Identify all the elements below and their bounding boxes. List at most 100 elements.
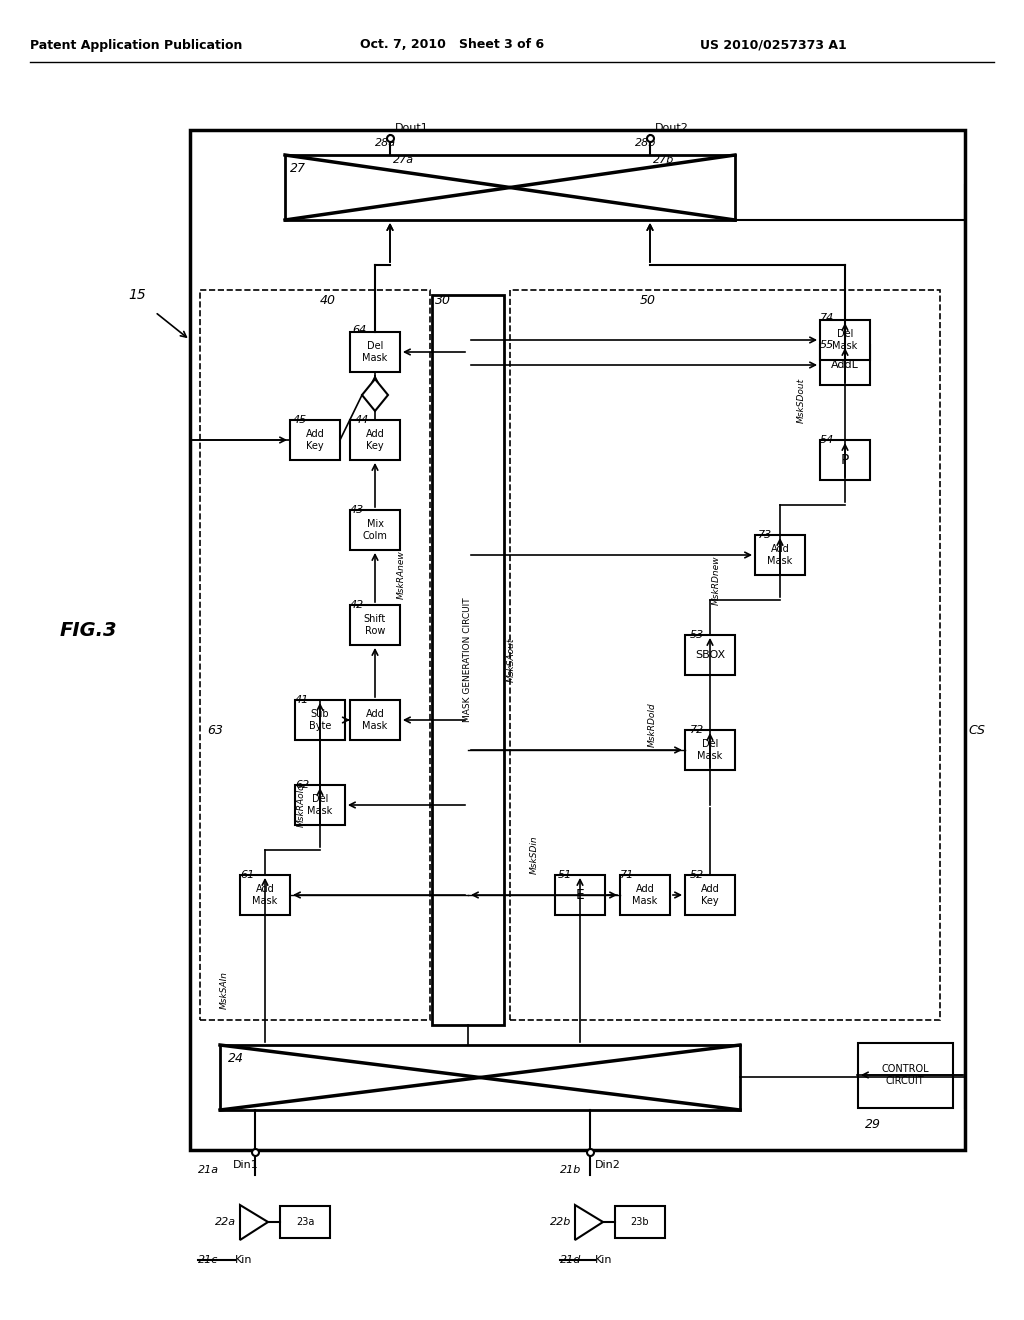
Text: 50: 50 <box>640 293 656 306</box>
Bar <box>820 440 870 480</box>
Text: 64: 64 <box>352 325 367 335</box>
Text: Del
Mask: Del Mask <box>307 795 333 816</box>
Text: Din1: Din1 <box>233 1160 259 1170</box>
Text: Del
Mask: Del Mask <box>833 329 858 351</box>
Text: 51: 51 <box>558 870 572 880</box>
Bar <box>295 785 345 825</box>
Bar <box>350 510 400 550</box>
Text: 30: 30 <box>435 293 451 306</box>
Text: 23a: 23a <box>296 1217 314 1228</box>
Bar <box>295 700 345 741</box>
Bar <box>350 420 400 459</box>
Text: MskRAold: MskRAold <box>297 783 306 826</box>
Bar <box>280 1206 330 1238</box>
Text: 21b: 21b <box>560 1166 582 1175</box>
Text: 21a: 21a <box>198 1166 219 1175</box>
Text: 72: 72 <box>690 725 705 735</box>
Bar <box>350 700 400 741</box>
Text: 23b: 23b <box>631 1217 649 1228</box>
Text: 22b: 22b <box>550 1217 571 1228</box>
Text: 54: 54 <box>820 436 835 445</box>
Text: P: P <box>841 453 849 467</box>
Text: 27a: 27a <box>393 154 414 165</box>
Text: Oct. 7, 2010   Sheet 3 of 6: Oct. 7, 2010 Sheet 3 of 6 <box>360 38 544 51</box>
Bar <box>685 730 735 770</box>
Text: 73: 73 <box>758 531 772 540</box>
Text: 55: 55 <box>820 341 835 350</box>
Text: MskSAIn: MskSAIn <box>220 972 229 1008</box>
Text: 15: 15 <box>128 288 145 302</box>
Bar <box>350 333 400 372</box>
Text: Dout1: Dout1 <box>395 123 429 133</box>
Text: 29: 29 <box>865 1118 881 1131</box>
Text: 27: 27 <box>290 161 306 174</box>
Text: Kin: Kin <box>234 1255 253 1265</box>
Text: Add
Mask: Add Mask <box>252 884 278 906</box>
Text: Del
Mask: Del Mask <box>697 739 723 760</box>
Text: 43: 43 <box>350 506 365 515</box>
Text: 45: 45 <box>293 414 307 425</box>
Text: Mix
Colm: Mix Colm <box>362 519 387 541</box>
Bar <box>285 154 735 220</box>
Text: Add
Key: Add Key <box>305 429 325 451</box>
Text: MskSAout: MskSAout <box>507 638 516 682</box>
Bar <box>685 635 735 675</box>
Text: MskRDold: MskRDold <box>648 702 657 747</box>
Text: 42: 42 <box>350 601 365 610</box>
Text: MASK GENERATION CIRCUIT: MASK GENERATION CIRCUIT <box>464 598 472 722</box>
Bar <box>220 1045 740 1110</box>
Text: Sub
Byte: Sub Byte <box>309 709 331 731</box>
Text: Shift
Row: Shift Row <box>364 614 386 636</box>
Text: 62: 62 <box>295 780 309 789</box>
Bar <box>350 605 400 645</box>
Polygon shape <box>362 379 388 411</box>
Text: 40: 40 <box>319 293 336 306</box>
Text: E: E <box>575 888 585 902</box>
Text: 61: 61 <box>240 870 254 880</box>
Text: 24: 24 <box>228 1052 244 1064</box>
Text: Add
Mask: Add Mask <box>767 544 793 566</box>
Text: FIG.3: FIG.3 <box>60 620 118 639</box>
Text: SBOX: SBOX <box>695 649 725 660</box>
Text: Del
Mask: Del Mask <box>362 341 388 363</box>
Bar <box>615 1206 665 1238</box>
Text: Din2: Din2 <box>595 1160 621 1170</box>
Text: Dout2: Dout2 <box>655 123 689 133</box>
Text: Add
Mask: Add Mask <box>362 709 388 731</box>
Text: CS: CS <box>968 723 985 737</box>
Text: MskSDout: MskSDout <box>797 378 806 422</box>
Polygon shape <box>240 1205 268 1239</box>
Text: CONTROL
CIRCUIT: CONTROL CIRCUIT <box>882 1064 929 1086</box>
Text: AddL: AddL <box>831 360 859 370</box>
Text: MskSDin: MskSDin <box>530 836 539 874</box>
Text: Add
Mask: Add Mask <box>633 884 657 906</box>
Text: Add
Key: Add Key <box>700 884 720 906</box>
Bar <box>620 875 670 915</box>
Bar <box>200 290 430 1020</box>
Text: 27b: 27b <box>653 154 675 165</box>
Bar <box>510 290 940 1020</box>
Text: 71: 71 <box>620 870 634 880</box>
Bar <box>685 875 735 915</box>
Text: Patent Application Publication: Patent Application Publication <box>30 38 243 51</box>
Text: 53: 53 <box>690 630 705 640</box>
Text: 63: 63 <box>207 723 223 737</box>
Text: 52: 52 <box>690 870 705 880</box>
Text: 28b: 28b <box>635 139 656 148</box>
Text: Kin: Kin <box>595 1255 612 1265</box>
Bar <box>820 319 870 360</box>
Polygon shape <box>575 1205 603 1239</box>
Bar <box>820 345 870 385</box>
Bar <box>240 875 290 915</box>
Bar <box>555 875 605 915</box>
Text: 28a: 28a <box>375 139 396 148</box>
Bar <box>755 535 805 576</box>
Text: 21c: 21c <box>198 1255 218 1265</box>
Bar <box>857 1043 952 1107</box>
Text: 21d: 21d <box>560 1255 582 1265</box>
Text: 74: 74 <box>820 313 835 323</box>
Text: 44: 44 <box>355 414 370 425</box>
Bar <box>290 420 340 459</box>
Text: 41: 41 <box>295 696 309 705</box>
Text: Add
Key: Add Key <box>366 429 384 451</box>
